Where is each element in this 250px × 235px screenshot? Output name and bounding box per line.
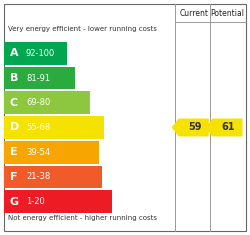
Text: 92-100: 92-100 [26, 49, 55, 58]
Text: 61: 61 [222, 122, 235, 133]
Text: 55-68: 55-68 [26, 123, 50, 132]
Bar [4, 91, 90, 114]
Text: A: A [10, 48, 18, 58]
Text: G: G [10, 197, 19, 207]
Bar [4, 190, 112, 213]
Text: Not energy efficient - higher running costs: Not energy efficient - higher running co… [8, 215, 157, 221]
Polygon shape [172, 118, 209, 137]
Text: 69-80: 69-80 [26, 98, 50, 107]
Text: D: D [10, 122, 19, 133]
Bar [4, 42, 67, 65]
Text: 81-91: 81-91 [26, 74, 50, 82]
Text: Potential: Potential [210, 8, 244, 17]
Text: Current: Current [179, 8, 208, 17]
Text: Very energy efficient - lower running costs: Very energy efficient - lower running co… [8, 26, 157, 32]
Polygon shape [206, 118, 242, 137]
Bar [4, 141, 99, 164]
Text: 59: 59 [188, 122, 202, 133]
Text: E: E [10, 147, 18, 157]
Text: 21-38: 21-38 [26, 172, 50, 181]
Bar [4, 67, 76, 90]
Text: B: B [10, 73, 18, 83]
Text: 1-20: 1-20 [26, 197, 45, 206]
Text: 39-54: 39-54 [26, 148, 50, 157]
Bar [4, 166, 102, 188]
Bar [4, 116, 104, 139]
Text: F: F [10, 172, 18, 182]
Text: C: C [10, 98, 18, 108]
